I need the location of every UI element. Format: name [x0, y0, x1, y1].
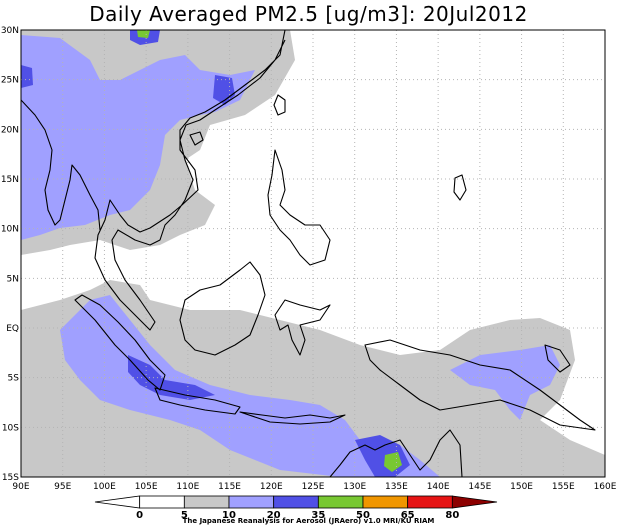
legend-tick-label: 50	[356, 510, 370, 521]
longitude-label: 140E	[427, 482, 450, 492]
pm-band-35-50-australia	[384, 452, 402, 472]
longitude-label: 100E	[93, 482, 116, 492]
coastline-india-bay	[21, 99, 101, 231]
longitude-label: 155E	[552, 482, 575, 492]
pm-band-20-35-sumatra	[128, 355, 215, 400]
longitude-label: 115E	[218, 482, 241, 492]
coastline-asia-mainland	[94, 30, 286, 331]
concentration-fill	[21, 30, 605, 477]
coastline-java	[154, 387, 241, 415]
legend-tick-label: 80	[445, 510, 459, 521]
legend-swatch	[94, 495, 141, 509]
legend-swatch	[183, 495, 230, 509]
coastline-new-guinea	[364, 339, 596, 431]
coastline-taiwan	[273, 94, 286, 116]
longitude-label: 160E	[594, 482, 617, 492]
longitude-label: 120E	[260, 482, 283, 492]
pm-band-35-50-north	[137, 30, 150, 38]
plot-frame	[20, 29, 606, 478]
legend-tick-label: 65	[401, 510, 415, 521]
pm-band-10-20-north	[21, 35, 255, 240]
longitude-label: 105E	[135, 482, 158, 492]
pm-band-20-35-west	[21, 65, 33, 88]
longitude-label: 125E	[302, 482, 325, 492]
coastline-sulawesi	[274, 299, 331, 356]
pm-band-10-20-south	[60, 295, 440, 477]
legend-swatch	[362, 495, 409, 509]
legend-swatch	[317, 495, 364, 509]
coastline-australia	[329, 429, 463, 477]
latitude-label: 10S	[2, 423, 19, 433]
map-title: Daily Averaged PM2.5 [ug/m3]: 20Jul2012	[89, 2, 528, 26]
coastline-solomon	[544, 344, 571, 373]
latitude-label: 10N	[1, 225, 19, 235]
graticule	[21, 30, 605, 477]
coastline-guam	[453, 174, 467, 201]
latitude-label: 15N	[1, 175, 19, 185]
coastline-sumatra	[74, 294, 166, 391]
color-legend: 0 5 10 20 35 50 65 80	[94, 495, 498, 521]
longitude-label: 90E	[12, 482, 29, 492]
longitude-label: 145E	[468, 482, 491, 492]
legend-tick-label: 10	[222, 510, 236, 521]
latitude-labels: 30N 25N 20N 15N 10N 5N EQ 5S 10S 15S	[1, 26, 19, 483]
latitude-label: 15S	[2, 473, 19, 483]
legend-swatch	[273, 495, 319, 509]
legend-tick-label: 35	[311, 510, 325, 521]
latitude-label: 5S	[8, 374, 20, 384]
latitude-label: 30N	[1, 26, 19, 36]
coastline-lesser-sunda	[239, 411, 346, 425]
legend-swatch	[139, 495, 185, 509]
coastline-hainan	[189, 131, 204, 146]
longitude-label: 110E	[176, 482, 199, 492]
latitude-label: 20N	[1, 125, 19, 135]
legend-swatch	[407, 495, 453, 509]
latitude-label: 5N	[7, 274, 19, 284]
longitude-label: 95E	[54, 482, 71, 492]
coastlines	[21, 30, 596, 477]
longitude-label: 135E	[385, 482, 408, 492]
longitude-labels: 90E 95E 100E 105E 110E 115E 120E 125E 130E 135E 14…	[12, 482, 616, 492]
longitude-label: 130E	[343, 482, 366, 492]
credit-line: The Japanese Reanalysis for Aerosol (JRA…	[182, 517, 435, 525]
longitude-label: 150E	[510, 482, 533, 492]
latitude-label: EQ	[6, 324, 19, 334]
legend-tick-label: 20	[267, 510, 281, 521]
legend-swatch	[228, 495, 275, 509]
legend-swatch	[451, 495, 498, 509]
legend-tick-label: 5	[181, 510, 188, 521]
latitude-label: 25N	[1, 76, 19, 86]
coastline-philippines	[267, 149, 331, 266]
legend-tick-label: 0	[136, 510, 143, 521]
coastline-borneo	[179, 261, 266, 356]
